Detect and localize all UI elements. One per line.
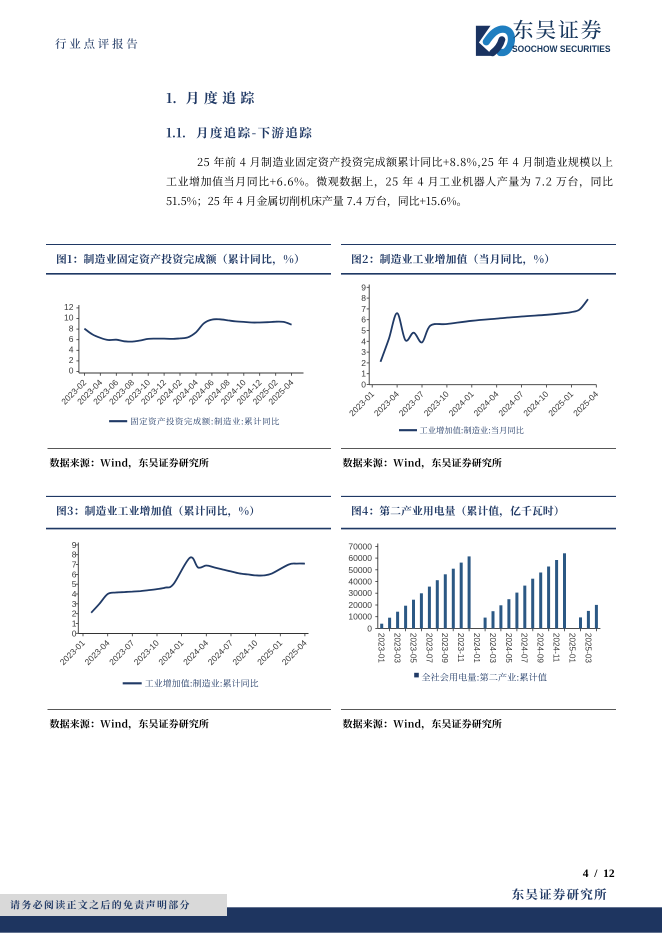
- svg-text:70000: 70000: [348, 541, 372, 551]
- svg-text:8: 8: [72, 550, 77, 560]
- svg-text:9: 9: [361, 282, 366, 292]
- svg-text:2024-07: 2024-07: [520, 633, 529, 663]
- svg-text:6: 6: [361, 315, 366, 325]
- svg-text:2025-01: 2025-01: [567, 633, 576, 663]
- svg-text:20000: 20000: [348, 600, 372, 610]
- svg-text:1: 1: [361, 369, 366, 379]
- svg-text:1: 1: [72, 619, 77, 629]
- svg-text:2024-11: 2024-11: [552, 633, 561, 663]
- svg-text:4 / 12: 4 / 12: [583, 868, 615, 880]
- svg-text:2023-09: 2023-09: [440, 633, 449, 663]
- svg-text:2024-09: 2024-09: [536, 633, 545, 663]
- svg-text:10: 10: [64, 313, 74, 323]
- svg-text:10000: 10000: [348, 612, 372, 622]
- svg-text:2023-03: 2023-03: [393, 633, 402, 663]
- svg-text:SOOCHOW SECURITIES: SOOCHOW SECURITIES: [512, 44, 611, 54]
- svg-text:4: 4: [72, 589, 77, 599]
- svg-text:2023-05: 2023-05: [408, 633, 417, 663]
- svg-text:2025-03: 2025-03: [583, 633, 592, 663]
- svg-text:2: 2: [361, 358, 366, 368]
- svg-text:5: 5: [72, 579, 77, 589]
- svg-text:0: 0: [69, 366, 74, 376]
- svg-text:5: 5: [361, 326, 366, 336]
- svg-text:4: 4: [361, 336, 366, 346]
- svg-text:50000: 50000: [348, 565, 372, 575]
- svg-text:6: 6: [72, 569, 77, 579]
- svg-text:12: 12: [64, 302, 74, 312]
- svg-text:2: 2: [72, 609, 77, 619]
- svg-text:2023-01: 2023-01: [377, 633, 386, 663]
- svg-text:3: 3: [361, 347, 366, 357]
- svg-text:4: 4: [69, 345, 74, 355]
- svg-text:2024-01: 2024-01: [472, 633, 481, 663]
- svg-text:0: 0: [72, 628, 77, 638]
- svg-text:8: 8: [361, 293, 366, 303]
- svg-text:2: 2: [69, 355, 74, 365]
- svg-text:0: 0: [367, 623, 372, 633]
- svg-text:8: 8: [69, 323, 74, 333]
- svg-text:7: 7: [72, 560, 77, 570]
- svg-text:2024-05: 2024-05: [504, 633, 513, 663]
- svg-text:2023-11: 2023-11: [456, 633, 465, 663]
- svg-text:40000: 40000: [348, 577, 372, 587]
- svg-text:0: 0: [361, 380, 366, 390]
- svg-text:2023-07: 2023-07: [424, 633, 433, 663]
- svg-text:30000: 30000: [348, 588, 372, 598]
- svg-text:3: 3: [72, 599, 77, 609]
- svg-text:2024-03: 2024-03: [488, 633, 497, 663]
- svg-text:6: 6: [69, 334, 74, 344]
- svg-text:9: 9: [72, 540, 77, 550]
- svg-text:60000: 60000: [348, 553, 372, 563]
- svg-text:7: 7: [361, 304, 366, 314]
